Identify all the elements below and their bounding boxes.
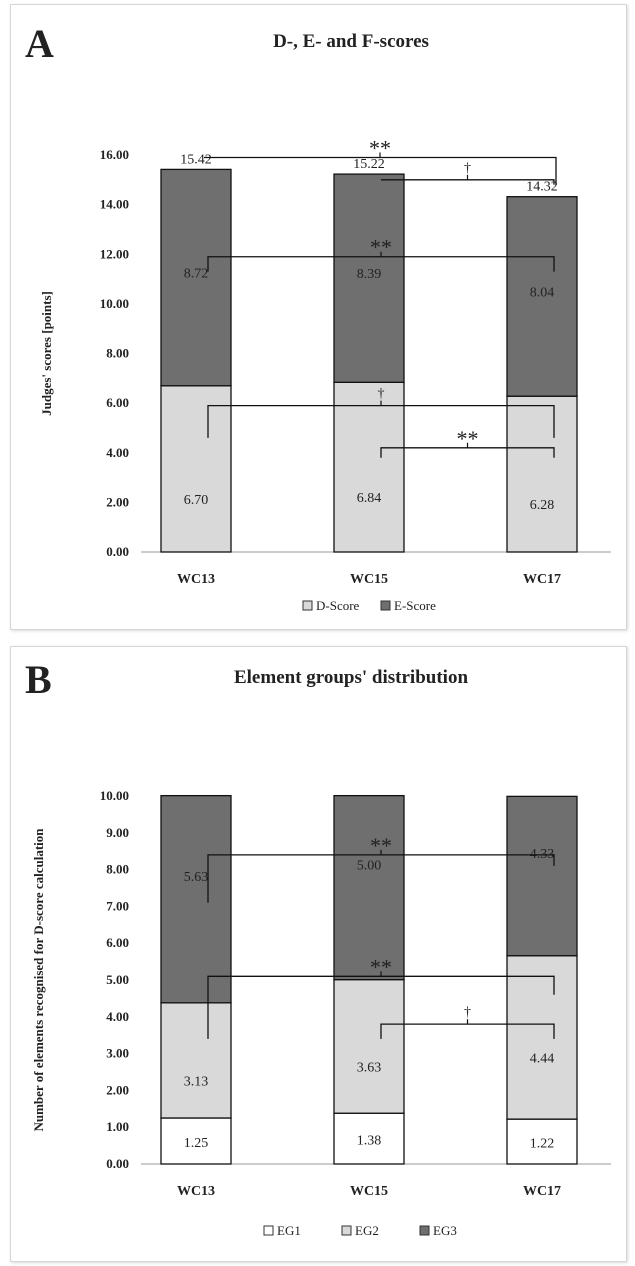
panel-letter: A <box>25 21 54 66</box>
legend-swatch <box>419 1225 430 1236</box>
bar-eg3-wc17 <box>506 795 578 957</box>
x-category-label: WC15 <box>350 1184 388 1199</box>
bar-d-score-wc17 <box>506 395 578 553</box>
x-category-label: WC15 <box>350 572 388 587</box>
significance-mark: † <box>378 387 385 402</box>
data-label: 6.28 <box>530 498 555 513</box>
data-label: 3.63 <box>357 1060 382 1075</box>
y-tick-label: 7.00 <box>106 898 129 913</box>
y-tick-label: 0.00 <box>106 544 129 559</box>
significance-mark: ** <box>370 954 392 979</box>
chart-title: D-, E- and F-scores <box>273 31 429 52</box>
legend-swatch <box>263 1225 274 1236</box>
y-tick-label: 10.00 <box>100 788 129 803</box>
bar-e-score-wc13 <box>160 168 232 387</box>
chart-panel-b: B Element groups' distribution 0.00 1.00 2.0… <box>10 646 627 1262</box>
y-tick-label: 14.00 <box>100 197 129 212</box>
chart-svg: A D-, E- and F-scores 0.00 2.00 4.00 6.00 8.00… <box>25 21 611 613</box>
bar-eg3-wc13 <box>160 794 232 1004</box>
bar-eg1-wc17 <box>506 1118 578 1165</box>
y-tick-label: 2.00 <box>106 1082 129 1097</box>
chart-panel-a: A D-, E- and F-scores 0.00 2.00 4.00 6.00 8.00… <box>10 4 627 630</box>
y-tick-label: 8.00 <box>106 346 129 361</box>
bar-d-score-wc13 <box>160 385 232 553</box>
legend-swatch <box>341 1225 352 1236</box>
y-tick-label: 2.00 <box>106 494 129 509</box>
data-label: 1.25 <box>184 1136 209 1151</box>
y-tick-label: 3.00 <box>106 1046 129 1061</box>
bar-d-score-wc15 <box>333 381 405 553</box>
significance-mark: † <box>464 1005 471 1020</box>
y-tick-label: 8.00 <box>106 862 129 877</box>
y-tick-label: 12.00 <box>100 246 129 261</box>
x-category-label: WC13 <box>177 572 215 587</box>
significance-mark: ** <box>370 235 392 260</box>
significance-bracket <box>380 447 555 458</box>
data-label: 6.84 <box>357 491 382 506</box>
data-label: 1.22 <box>530 1137 555 1152</box>
significance-bracket <box>381 179 555 185</box>
legend-label: D-Score <box>316 598 360 613</box>
significance-mark: ** <box>370 833 392 858</box>
legend-label: E-Score <box>394 598 436 613</box>
legend-label: EG1 <box>277 1223 301 1238</box>
y-tick-label: 1.00 <box>106 1119 129 1134</box>
legend-swatch <box>302 600 313 611</box>
total-label: 15.22 <box>353 157 385 172</box>
bar-eg2-wc13 <box>160 1002 232 1119</box>
significance-bracket <box>204 156 557 185</box>
legend-swatch <box>380 600 391 611</box>
y-tick-label: 9.00 <box>106 825 129 840</box>
bar-eg2-wc17 <box>506 955 578 1120</box>
data-label: 8.04 <box>530 285 555 300</box>
panel-letter: B <box>25 657 52 702</box>
y-tick-label: 0.00 <box>106 1156 129 1171</box>
data-label: 3.13 <box>184 1074 209 1089</box>
data-label: 4.44 <box>530 1051 555 1066</box>
chart-svg: B Element groups' distribution 0.00 1.00 2.0… <box>25 657 611 1238</box>
y-tick-label: 16.00 <box>100 147 129 162</box>
bar-eg3-wc15 <box>333 794 405 981</box>
significance-mark: ** <box>369 135 391 160</box>
y-tick-label: 5.00 <box>106 972 129 987</box>
total-label: 15.42 <box>180 152 212 167</box>
bar-eg2-wc15 <box>333 978 405 1114</box>
chart-title: Element groups' distribution <box>234 667 468 688</box>
y-axis-label: Judges' scores [points] <box>39 291 54 416</box>
bar-e-score-wc15 <box>333 173 405 383</box>
significance-mark: ** <box>457 426 479 451</box>
bar-eg1-wc15 <box>333 1112 405 1165</box>
y-tick-label: 6.00 <box>106 395 129 410</box>
y-tick-label: 4.00 <box>106 445 129 460</box>
y-tick-label: 4.00 <box>106 1009 129 1024</box>
data-label: 8.39 <box>357 267 382 282</box>
total-label: 14.32 <box>526 180 558 195</box>
data-label: 1.38 <box>357 1134 382 1149</box>
data-label: 5.63 <box>184 870 209 885</box>
legend-label: EG2 <box>355 1223 379 1238</box>
significance-mark: † <box>464 161 471 176</box>
data-label: 8.72 <box>184 267 209 282</box>
data-label: 6.70 <box>184 493 209 508</box>
y-axis-label: Number of elements recognised for D-scor… <box>31 828 46 1132</box>
x-category-label: WC17 <box>523 572 561 587</box>
x-category-label: WC17 <box>523 1184 561 1199</box>
x-category-label: WC13 <box>177 1184 215 1199</box>
y-tick-label: 10.00 <box>100 296 129 311</box>
data-label: 5.00 <box>357 859 382 874</box>
legend-label: EG3 <box>433 1223 457 1238</box>
bar-e-score-wc17 <box>506 196 578 397</box>
y-tick-label: 6.00 <box>106 935 129 950</box>
significance-bracket <box>380 1023 555 1039</box>
